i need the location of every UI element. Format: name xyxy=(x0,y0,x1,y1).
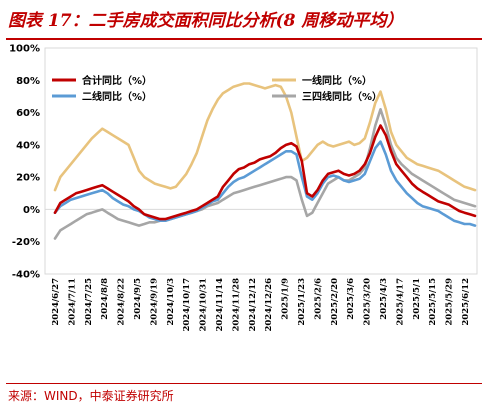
x-tick-label: 2025/5/15 xyxy=(428,278,438,326)
legend-label-1: 一线同比（%） xyxy=(302,74,372,87)
x-tick-label: 2025/4/3 xyxy=(379,278,389,320)
x-tick-label: 2024/8/22 xyxy=(117,278,127,326)
x-tick-label: 2024/10/17 xyxy=(182,278,192,332)
x-tick-label: 2024/12/26 xyxy=(264,278,274,332)
series-line-3 xyxy=(53,108,477,240)
y-tick-label: 80% xyxy=(16,76,40,87)
x-tick-label: 2025/1/23 xyxy=(297,278,307,326)
series-line-0 xyxy=(53,124,477,221)
legend-label-3: 三四线同比（%） xyxy=(302,90,382,103)
x-tick-label: 2024/10/3 xyxy=(166,278,176,326)
x-tick-label: 2024/9/5 xyxy=(133,278,143,320)
x-tick-label: 2024/11/28 xyxy=(231,278,241,332)
legend-label-2: 二线同比（%） xyxy=(82,90,152,103)
x-tick-label: 2025/5/1 xyxy=(412,278,422,320)
y-tick-label: -40% xyxy=(12,270,40,281)
y-tick-label: 100% xyxy=(9,44,40,55)
y-tick-label: 0% xyxy=(23,205,40,216)
x-tick-label: 2024/11/14 xyxy=(215,278,225,332)
x-tick-label: 2024/8/8 xyxy=(100,278,110,320)
y-tick-label: 40% xyxy=(16,140,40,151)
line-chart: 100%80%60%40%20%0%-20%-40% 2024/6/27 2024… xyxy=(9,44,478,332)
x-tick-label: 2025/2/20 xyxy=(330,278,340,326)
y-tick-label: 60% xyxy=(16,108,40,119)
y-axis: 100% 80% 60% 40% 20% 0% -20% -40% xyxy=(9,44,477,281)
legend: 合计同比（%） 一线同比（%） 二线同比（%） 三四线同比（%） xyxy=(52,74,382,103)
source-note: 来源：WIND，中泰证券研究所 xyxy=(8,389,174,403)
plot-area-frame xyxy=(44,47,478,275)
y-tick-label: -20% xyxy=(12,237,40,248)
series-lines xyxy=(53,82,477,240)
footer-divider xyxy=(6,383,482,384)
x-tick-label: 2024/7/11 xyxy=(67,278,77,326)
title-divider xyxy=(6,38,482,40)
x-tick-label: 2024/6/27 xyxy=(51,278,61,326)
series-line-1 xyxy=(53,82,477,192)
x-tick-label: 2024/9/19 xyxy=(149,278,159,326)
chart-title: 图表 17：二手房成交面积同比分析(8 周移动平均） xyxy=(8,11,404,31)
x-tick-label: 2024/10/31 xyxy=(199,278,209,332)
legend-label-0: 合计同比（%） xyxy=(81,74,152,87)
series-line-2 xyxy=(53,140,477,227)
x-tick-label: 2025/4/17 xyxy=(395,278,405,326)
x-tick-label: 2025/3/6 xyxy=(346,278,356,320)
x-axis: 2024/6/27 2024/7/11 2024/7/25 2024/8/8 2024/… xyxy=(51,278,471,332)
x-tick-label: 2025/5/29 xyxy=(445,278,455,326)
x-tick-label: 2025/1/9 xyxy=(281,278,291,320)
x-tick-label: 2025/6/12 xyxy=(461,278,471,326)
x-tick-label: 2024/12/12 xyxy=(248,278,258,332)
x-tick-label: 2025/3/20 xyxy=(363,278,373,326)
x-tick-label: 2025/2/6 xyxy=(313,278,323,320)
x-tick-label: 2024/7/25 xyxy=(84,278,94,326)
y-tick-label: 20% xyxy=(16,173,40,184)
